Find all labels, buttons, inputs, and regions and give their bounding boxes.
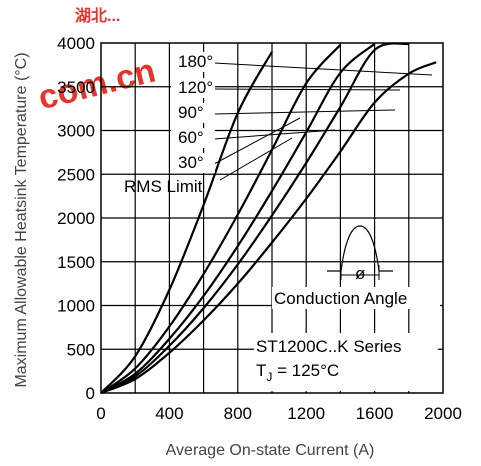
angle-label-bg — [171, 52, 215, 72]
tj-prefix: T — [256, 361, 266, 380]
plot-frame — [100, 42, 444, 394]
series-name-label: ST1200C..K Series — [256, 337, 402, 356]
x-tick-label: 800 — [224, 404, 252, 423]
conduction-angle-label: Conduction Angle — [274, 289, 407, 308]
y-tick-label: 1500 — [57, 253, 95, 272]
y-tick-label: 2500 — [57, 165, 95, 184]
angle-label: 60° — [178, 128, 204, 147]
angle-leader-line — [213, 129, 336, 140]
x-tick-label: 2000 — [424, 404, 462, 423]
y-tick-label: 3500 — [57, 78, 95, 97]
angle-label: 120° — [178, 78, 213, 97]
watermark-main-text: com.cn — [35, 52, 160, 118]
angle-label-bg — [171, 103, 215, 123]
angle-label-bg — [171, 78, 215, 98]
x-axis-title: Average On-state Current (A) — [166, 442, 375, 459]
angle-label: 30° — [178, 153, 204, 172]
y-axis-title: Maximum Allowable Heatsink Temperature (… — [13, 52, 30, 387]
leader-lines — [213, 62, 433, 181]
conduction-label-bg — [272, 287, 440, 309]
series-line — [100, 51, 273, 394]
tj-subscript: J — [266, 370, 272, 384]
x-tick-label: 1200 — [287, 404, 325, 423]
series-line — [100, 61, 437, 395]
y-tick-label: 3000 — [57, 122, 95, 141]
angle-leader-line — [213, 117, 301, 165]
angle-leader-line — [213, 109, 396, 115]
rms-limit-label: RMS Limit — [124, 177, 203, 196]
y-tick-label: 500 — [67, 340, 95, 359]
watermark-top-text: 湖北... — [75, 7, 120, 25]
angle-leader-line — [213, 62, 433, 76]
grid — [101, 43, 443, 393]
series-label-bg — [254, 333, 438, 391]
y-tick-label: 2000 — [57, 209, 95, 228]
junction-temp-label: TJ = 125°C — [256, 361, 339, 384]
watermark: 湖北... com.cn — [35, 7, 160, 117]
angle-label-bg — [171, 153, 215, 173]
tick-labels: 0 400 800 1200 1600 2000 0 500 1000 1500 2000 2500 3… — [57, 34, 462, 423]
y-tick-label: 0 — [86, 384, 95, 403]
angle-label-bg — [171, 128, 215, 148]
tj-suffix: = 125°C — [272, 361, 339, 380]
phi-symbol: ø — [355, 264, 365, 283]
conduction-waveform — [327, 225, 393, 272]
angle-label: 180° — [178, 52, 213, 71]
x-tick-label: 0 — [96, 404, 105, 423]
angle-leader-line — [213, 88, 401, 91]
conduction-inset: ø — [327, 225, 393, 283]
series-line — [100, 44, 342, 394]
angle-label: 90° — [178, 103, 204, 122]
x-tick-label: 1600 — [356, 404, 394, 423]
x-tick-label: 400 — [155, 404, 183, 423]
y-tick-label: 4000 — [57, 34, 95, 53]
y-tick-label: 1000 — [57, 297, 95, 316]
angle-labels: 180° 120° 90° 60° 30° — [171, 52, 215, 173]
series-line — [100, 42, 409, 394]
rms-leader-line — [219, 137, 293, 181]
